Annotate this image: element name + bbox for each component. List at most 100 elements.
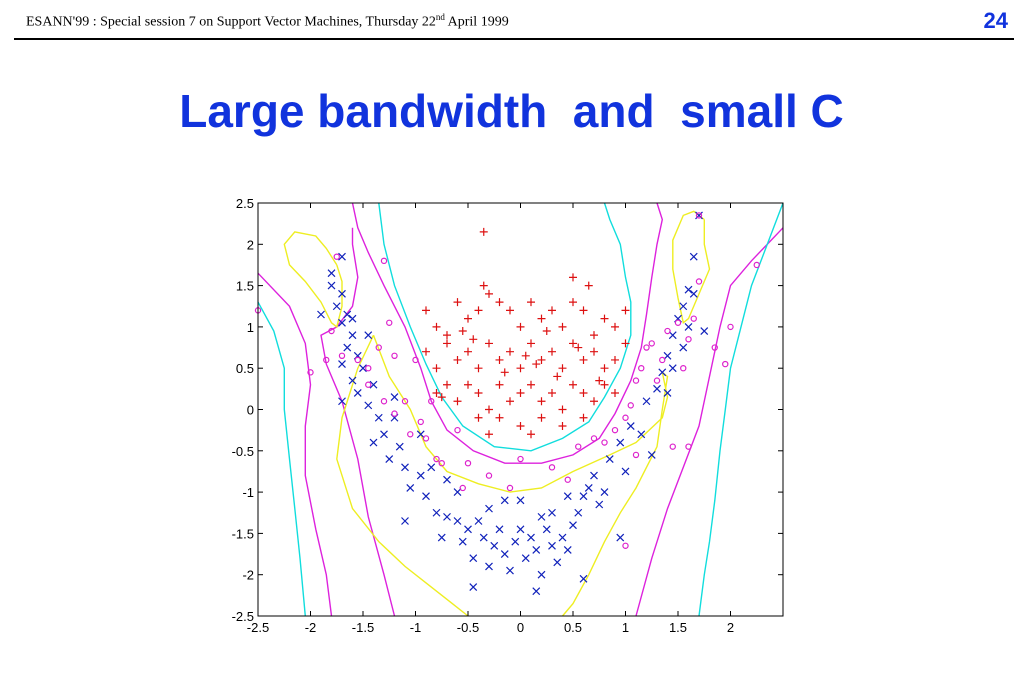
point-plus: [464, 380, 472, 389]
point-x: [579, 492, 588, 501]
point-plus: [469, 335, 478, 344]
point-x: [616, 533, 625, 542]
support-vector-circle: [459, 484, 466, 492]
point-x: [485, 504, 493, 513]
x-tick-label: -0.5: [457, 620, 479, 635]
point-x: [364, 401, 373, 410]
point-plus: [584, 281, 593, 290]
point-plus: [495, 355, 504, 364]
x-tick-label: -1.5: [352, 620, 374, 635]
support-vector-circle: [622, 414, 629, 421]
point-x: [443, 475, 451, 484]
point-x: [668, 364, 677, 373]
point-x: [684, 322, 693, 331]
point-x: [647, 451, 656, 459]
support-vector-circle: [417, 418, 424, 426]
support-vector-circle: [428, 398, 435, 405]
point-x: [532, 587, 541, 596]
contour-line: [698, 202, 784, 617]
point-plus: [506, 306, 514, 315]
point-x: [453, 488, 462, 497]
contour-line: [320, 227, 396, 617]
point-x: [359, 364, 367, 373]
y-tick-label: -2.5: [232, 609, 254, 624]
contour-line: [257, 272, 333, 617]
point-plus: [600, 380, 609, 389]
point-plus: [611, 355, 619, 364]
point-x: [490, 541, 499, 550]
support-vector-circle: [575, 443, 582, 450]
support-vector-circle: [380, 257, 388, 265]
support-vector-circle: [632, 451, 640, 459]
point-x: [689, 252, 698, 261]
point-plus: [569, 339, 577, 348]
point-x: [390, 393, 399, 402]
point-plus: [579, 306, 588, 315]
point-x: [563, 545, 572, 554]
header-conference: ESANN'99 : Special session 7 on Support …: [26, 14, 436, 30]
point-x: [626, 422, 635, 430]
point-x: [663, 351, 672, 360]
point-x: [605, 455, 614, 463]
point-x: [695, 211, 703, 220]
y-tick-label: -1.5: [232, 526, 254, 541]
y-tick-label: 0.5: [236, 361, 254, 376]
support-vector-circle: [407, 431, 414, 438]
point-plus: [506, 347, 514, 356]
point-plus: [600, 314, 609, 323]
point-x: [469, 583, 478, 592]
support-vector-circle: [454, 426, 461, 434]
point-plus: [479, 227, 488, 236]
point-x: [485, 562, 493, 571]
point-x: [369, 438, 378, 447]
point-x: [422, 492, 430, 501]
support-vector-circle: [307, 369, 314, 376]
point-x: [348, 376, 357, 385]
support-vector-circle: [391, 352, 398, 360]
point-plus: [569, 298, 577, 307]
support-vector-circle: [375, 344, 382, 351]
point-x: [700, 327, 709, 335]
point-x: [338, 318, 346, 327]
point-x: [511, 537, 520, 546]
support-vector-circle: [722, 360, 729, 368]
slide-title: Large bandwidth and small C: [179, 85, 844, 137]
x-tick-label: -2.5: [247, 620, 269, 635]
header-conference-text: ESANN'99 : Special session 7 on Support …: [26, 12, 509, 31]
point-plus: [527, 430, 535, 439]
support-vector-circle: [328, 327, 335, 335]
support-vector-circle: [664, 327, 671, 335]
point-plus: [579, 355, 588, 364]
y-tick-label: 0: [247, 403, 254, 418]
point-x: [637, 430, 646, 439]
contour-line: [351, 202, 664, 464]
point-plus: [495, 298, 504, 307]
point-x: [600, 488, 609, 497]
point-x: [469, 554, 478, 563]
contour-line: [372, 334, 669, 617]
point-plus: [422, 347, 430, 356]
point-plus: [558, 364, 567, 373]
point-x: [584, 484, 593, 492]
point-plus: [474, 364, 483, 373]
point-x: [548, 541, 556, 550]
contour-line: [672, 210, 711, 325]
point-x: [684, 285, 693, 294]
x-tick-label: 0: [517, 620, 524, 635]
support-vector-circle: [695, 278, 703, 285]
point-plus: [437, 393, 446, 402]
point-plus: [443, 331, 451, 340]
point-x: [348, 331, 357, 340]
support-vector-circle: [632, 377, 640, 384]
point-x: [432, 508, 441, 517]
point-plus: [516, 388, 525, 397]
point-plus: [553, 372, 562, 381]
point-x: [332, 302, 341, 311]
point-x: [658, 368, 667, 377]
point-x: [416, 471, 425, 480]
support-vector-circle: [627, 402, 634, 409]
point-x: [595, 500, 604, 509]
point-plus: [590, 347, 598, 356]
point-x: [521, 554, 530, 563]
support-vector-circle: [638, 365, 645, 372]
